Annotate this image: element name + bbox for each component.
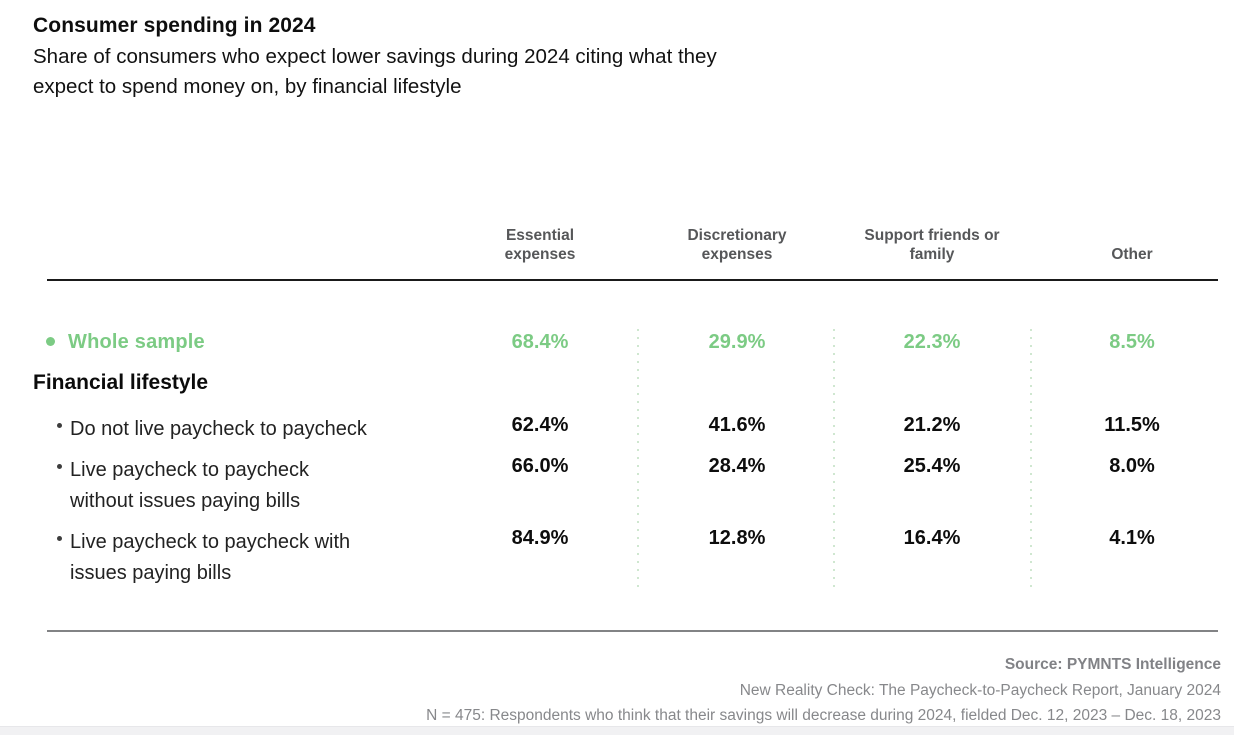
value-whole-sample-essential: 68.4% <box>511 331 569 353</box>
report-title-line: New Reality Check: The Paycheck-to-Paych… <box>739 682 1221 699</box>
row-label: Live paycheck to paycheck without issues… <box>70 459 310 512</box>
bullet-icon <box>57 423 62 428</box>
window-bottom-edge <box>0 726 1234 735</box>
row-label: Do not live paycheck to paycheck <box>70 418 367 440</box>
page-subtitle: Share of consumers who expect lower savi… <box>33 45 717 98</box>
column-header-other: Other <box>1111 246 1153 263</box>
row-label: Live paycheck to paycheck with issues pa… <box>70 531 351 584</box>
column-header-essential-expenses: Essential expenses <box>504 227 576 263</box>
value-cell: 62.4% <box>511 414 569 436</box>
value-cell: 66.0% <box>511 455 569 477</box>
sample-note-line: N = 475: Respondents who think that thei… <box>426 707 1221 724</box>
dotted-column-separator <box>637 329 639 589</box>
value-cell: 4.1% <box>1109 527 1155 549</box>
value-cell: 11.5% <box>1104 414 1160 436</box>
page-title: Consumer spending in 2024 <box>33 14 316 37</box>
value-cell: 28.4% <box>708 455 766 477</box>
value-whole-sample-discretionary: 29.9% <box>708 331 766 353</box>
value-cell: 16.4% <box>903 527 961 549</box>
section-heading-financial-lifestyle: Financial lifestyle <box>33 371 209 394</box>
green-bullet-icon <box>46 337 55 346</box>
value-cell: 21.2% <box>903 414 961 436</box>
value-whole-sample-other: 8.5% <box>1109 331 1155 353</box>
value-cell: 41.6% <box>708 414 766 436</box>
value-cell: 8.0% <box>1109 455 1155 477</box>
row-label-whole-sample: Whole sample <box>68 331 205 353</box>
header-divider-line <box>47 279 1218 281</box>
value-cell: 84.9% <box>511 527 569 549</box>
source-attribution: Source: PYMNTS Intelligence <box>1004 656 1221 673</box>
column-header-discretionary-expenses: Discretionary expenses <box>687 227 787 263</box>
value-cell: 25.4% <box>903 455 961 477</box>
dotted-column-separator <box>833 329 835 589</box>
bullet-icon <box>57 464 62 469</box>
value-whole-sample-support: 22.3% <box>903 331 961 353</box>
value-cell: 12.8% <box>708 527 766 549</box>
column-header-support-friends-family: Support friends or family <box>864 227 1000 263</box>
bullet-icon <box>57 536 62 541</box>
footer-divider-line <box>47 630 1218 632</box>
dotted-column-separator <box>1030 329 1032 589</box>
